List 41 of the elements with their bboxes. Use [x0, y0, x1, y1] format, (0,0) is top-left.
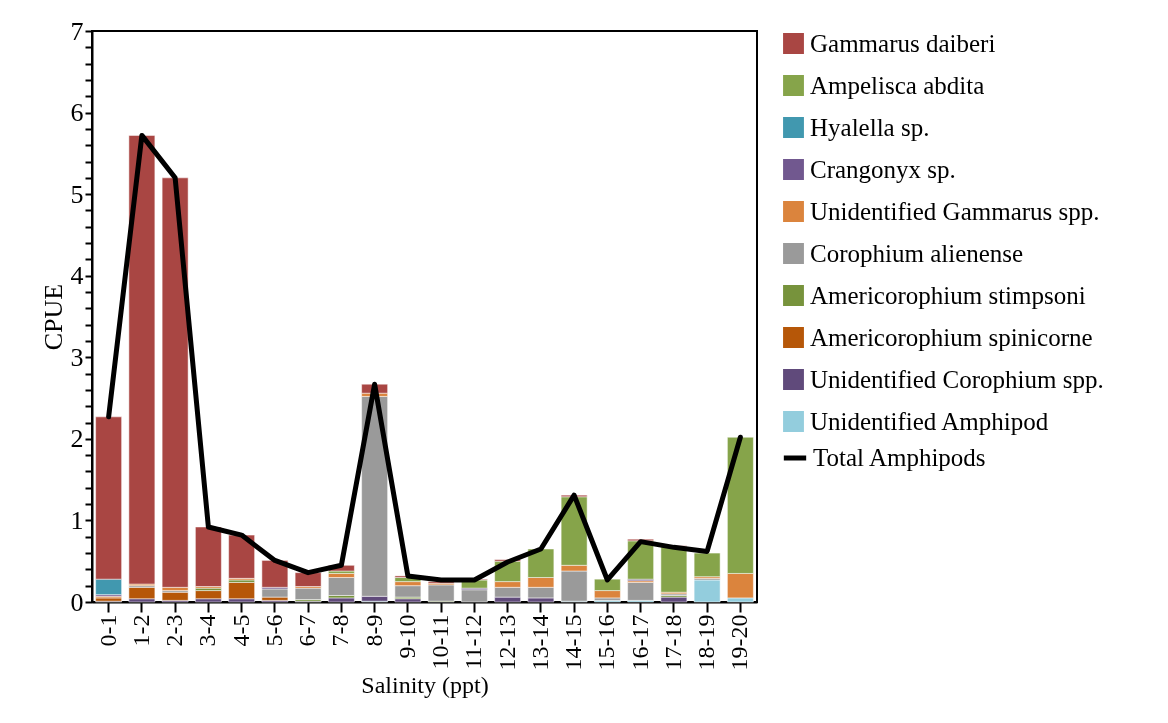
x-tick-label: 5-6	[260, 614, 287, 647]
legend-label: Unidentified Amphipod	[810, 407, 1049, 435]
y-tick-label: 1	[70, 505, 84, 535]
y-tick-label: 6	[70, 98, 84, 128]
x-tick-label: 17-18	[659, 614, 686, 671]
y-axis-title: CPUE	[38, 283, 68, 351]
y-tick-label: 4	[70, 261, 84, 291]
x-tick-label: 9-10	[393, 614, 420, 659]
x-tick-label: 4-5	[227, 614, 254, 647]
x-tick-label: 11-12	[460, 614, 487, 670]
legend-label: Americorophium stimpsoni	[810, 281, 1086, 309]
x-tick-label: 14-15	[560, 614, 587, 671]
x-tick-label: 16-17	[626, 614, 653, 671]
x-tick-label: 6-7	[294, 614, 321, 647]
legend-label: Hyalella sp.	[810, 113, 930, 141]
legend-label: Crangonyx sp.	[810, 155, 956, 183]
y-tick-label: 7	[70, 16, 84, 46]
legend-label: Corophium alienense	[810, 239, 1024, 267]
x-tick-label: 12-13	[493, 614, 520, 671]
legend-label: Unidentified Gammarus spp.	[810, 197, 1100, 225]
x-tick-label: 2-3	[161, 614, 188, 647]
y-tick-label: 2	[70, 424, 84, 454]
legend-label: Total Amphipods	[813, 444, 986, 471]
x-tick-label: 15-16	[593, 614, 620, 671]
x-tick-label: 7-8	[327, 614, 354, 647]
x-tick-label: 8-9	[360, 614, 387, 647]
x-tick-label: 18-19	[693, 614, 720, 671]
x-axis-title: Salinity (ppt)	[361, 672, 489, 699]
x-tick-label: 19-20	[726, 614, 753, 671]
x-tick-label: 1-2	[127, 614, 154, 647]
x-tick-label: 13-14	[526, 614, 553, 671]
legend-label: Ampelisca abdita	[810, 71, 985, 99]
legend-label: Americorophium spinicorne	[810, 323, 1093, 351]
legend-label: Gammarus daiberi	[810, 29, 996, 57]
y-tick-label: 0	[70, 587, 84, 617]
y-tick-label: 3	[70, 342, 84, 372]
y-tick-label: 5	[70, 179, 84, 209]
x-tick-label: 0-1	[94, 614, 121, 647]
x-tick-label: 3-4	[194, 614, 221, 647]
x-tick-label: 10-11	[427, 614, 454, 670]
legend-label: Unidentified Corophium spp.	[810, 365, 1104, 393]
